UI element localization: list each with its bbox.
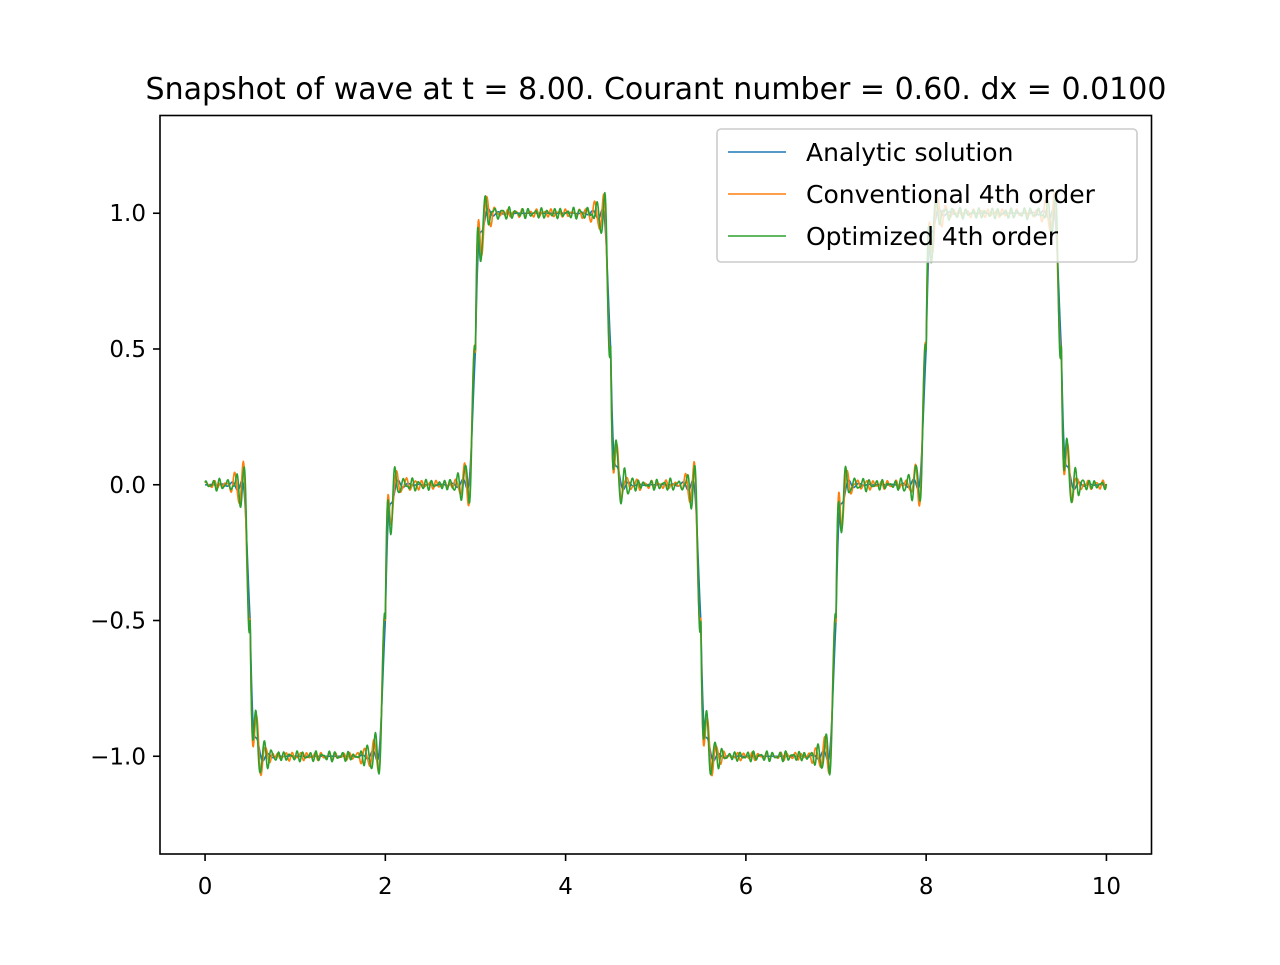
y-tick-label: −0.5 — [90, 609, 146, 635]
x-tick-label: 6 — [739, 874, 754, 900]
x-tick-label: 2 — [378, 874, 393, 900]
x-tick-label: 8 — [919, 874, 934, 900]
x-tick-label: 10 — [1092, 874, 1121, 900]
chart-title: Snapshot of wave at t = 8.00. Courant nu… — [146, 72, 1167, 107]
legend-label-optimized: Optimized 4th order — [806, 222, 1059, 251]
legend: Analytic solution Conventional 4th order… — [716, 128, 1138, 263]
x-tick-label: 0 — [198, 874, 213, 900]
y-tick-label: −1.0 — [90, 744, 146, 770]
y-tick-label: 0.5 — [109, 337, 146, 363]
legend-label-conventional: Conventional 4th order — [806, 180, 1096, 209]
y-tick-label: 1.0 — [109, 201, 146, 227]
legend-box — [716, 128, 1138, 263]
legend-label-analytic: Analytic solution — [806, 138, 1013, 167]
series-line-2 — [204, 191, 1108, 776]
series-layer — [204, 191, 1108, 777]
axes-layer: 0 2 4 6 8 10 1.0 0.5 0.0 −0.5 −1.0 — [90, 201, 1121, 900]
y-tick-label: 0.0 — [109, 473, 146, 499]
x-tick-label: 4 — [558, 874, 573, 900]
